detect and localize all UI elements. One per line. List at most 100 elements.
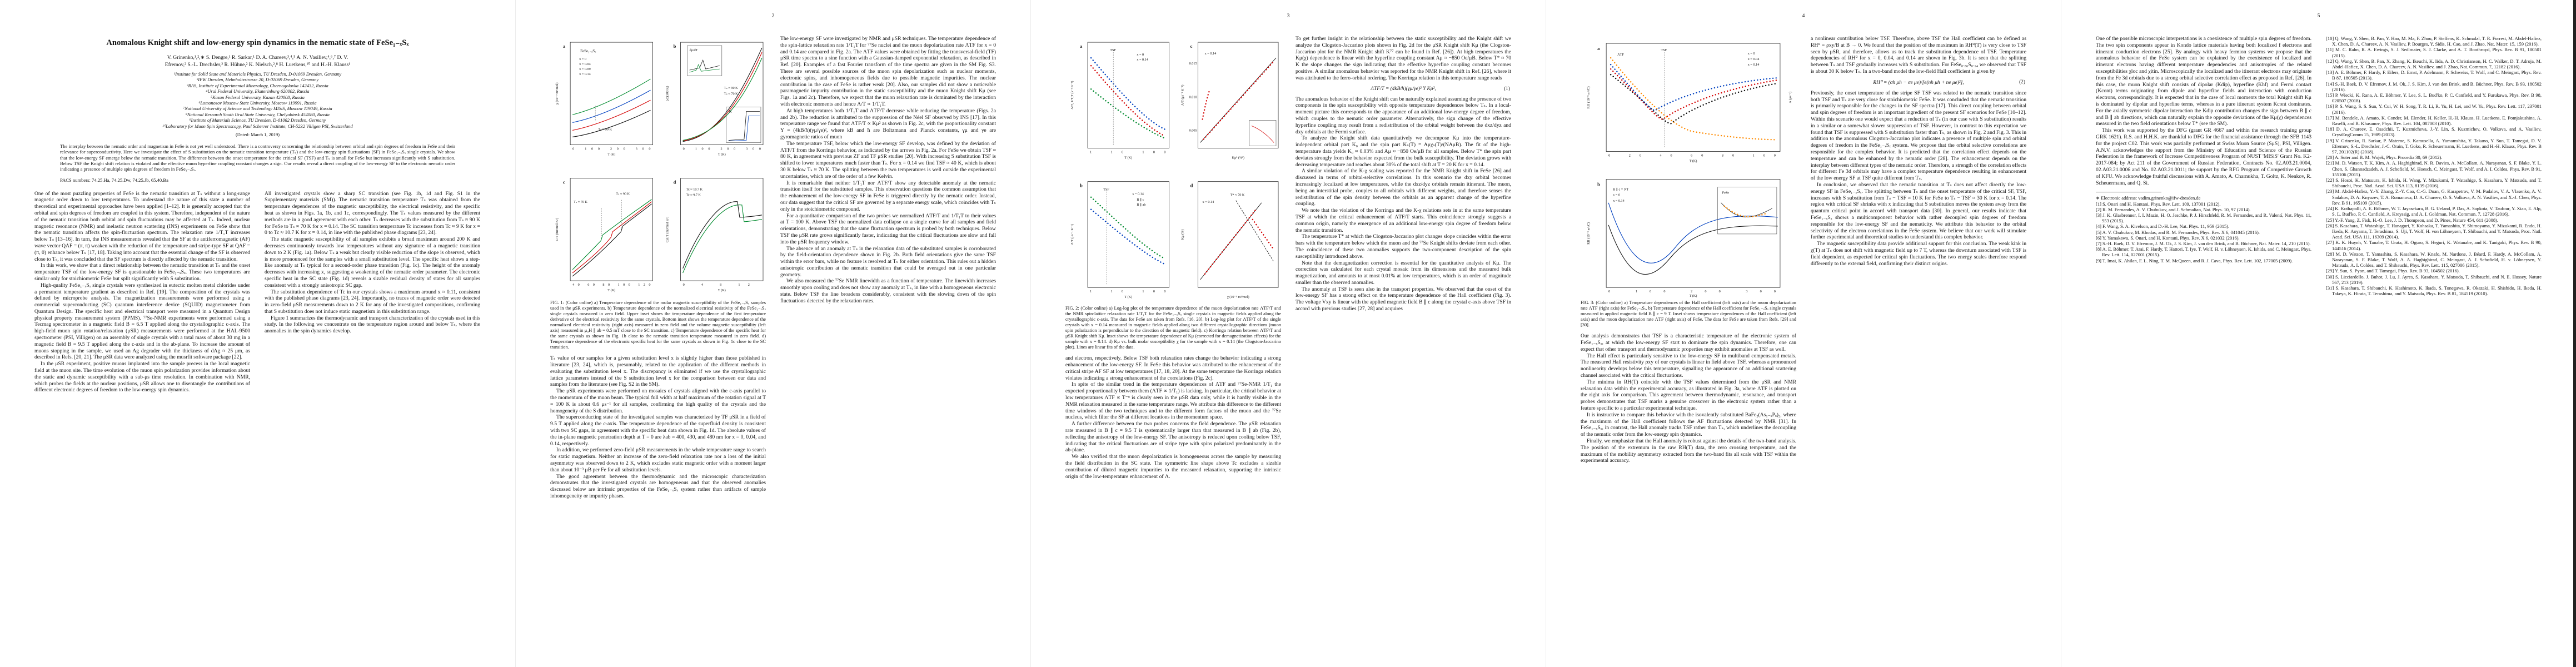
reference-item: [20] A. Suter and B. M. Wojek, Phys. Pro… <box>2326 155 2443 161</box>
reference-item: [18] D. A. Chareev, E. Osadchii, T. Kuzm… <box>2326 126 2542 138</box>
paragraph: The substitution dependence of Tc in our… <box>265 288 480 315</box>
affiliation: ⁷National University of Science and Tech… <box>183 106 332 112</box>
reference-item: [16] P. S. Wang, S. S. Sun, Y. Cui, W. H… <box>2326 103 2542 115</box>
viewer-edge <box>2573 0 2576 667</box>
inset-label: Tc <box>729 109 732 113</box>
legend-entry: x = 0.04 <box>579 62 591 66</box>
tick-labels: 0 100 200 300 <box>572 147 650 151</box>
equation-body: RH⁰ = (σh μh − σe μe)/[e(nh μh + ne μe)²… <box>1873 79 1964 86</box>
reference-item: [3] J. K. Glasbrenner, I. I. Mazin, H. O… <box>2096 212 2311 224</box>
axis-label: Λ/T (μs⁻¹ K⁻¹) <box>1181 84 1185 106</box>
axis-label: Cel/T (mJ/mol K²) <box>666 217 670 242</box>
axis-label: T (K) <box>1690 160 1697 163</box>
paragraph: In spite of the similar trend in the tem… <box>1065 381 1281 421</box>
data-curve <box>572 109 651 138</box>
reference-item: [21] M. D. Watson, T. K. Kim, A. A. Hagh… <box>2326 160 2542 177</box>
annotation: Tₛ ≈ 70 K <box>724 92 738 96</box>
annotation: Tₛ ≈ 90 K <box>724 86 738 90</box>
data-curve <box>1608 225 1778 275</box>
paragraph: The superconducting state of the investi… <box>550 414 766 447</box>
paragraph: For a quantitative comparison of the two… <box>780 212 996 245</box>
figure-3-plot: a TSF ΛTF x = 0 x = 0.04 x = 0.14 <box>1587 43 1792 297</box>
plot-frame <box>570 178 653 281</box>
axis-label: ρ/ρ(300 K) <box>666 86 670 101</box>
data-curve <box>682 57 763 141</box>
affiliation: ²IFW Dresden, Helmholtzstrasse 20, D-010… <box>196 77 319 83</box>
reference-list-right: [10] Q. Wang, Y. Shen, B. Pan, Y. Hao, M… <box>2326 36 2542 296</box>
paragraph: Note that the demagnetization correction… <box>1296 260 1511 286</box>
reference-item: [24] K. Kothapalli, A. E. Böhmer, W. T. … <box>2326 206 2542 217</box>
plot-frame <box>1606 43 1781 152</box>
legend-entry: x = 0.14 <box>1613 199 1625 203</box>
affiliation: ⁶Lomonosov Moscow State University, Mosc… <box>198 101 317 106</box>
reference-item: [8] A. E. Böhmer, T. Arai, F. Hardy, T. … <box>2096 246 2311 258</box>
page-number: 4 <box>1802 13 1805 19</box>
fig1-panel-a: a FeSe₁₋ₓSₓ x = 0 x = 0.04 x = 0.09 x = … <box>555 42 653 157</box>
data-points <box>1610 57 1778 141</box>
fig1-panel-c: c Tₛ ≈ 90 K Tₛ ≈ 70 K 40 60 80 100 120 T… <box>555 178 653 292</box>
fit-line <box>1235 200 1274 262</box>
reference-item: [12] Q. Wang, Y. Shen, B. Pan, X. Zhang,… <box>2326 58 2542 70</box>
annotation: Tₛ ≈ 90 K <box>616 192 630 196</box>
axis-label: RH (10⁻⁹ m³/C) <box>1587 222 1591 245</box>
page-2: 2 a FeSe₁₋ₓSₓ x = 0 x = 0.04 x = <box>515 0 1030 667</box>
axis-label: χ (10⁻⁹ m³/mol) <box>555 82 559 104</box>
annotation: Tc ≈ 9.7 K <box>686 193 701 197</box>
page-number: 2 <box>771 13 775 19</box>
reference-item: [23] M. Abdel-Hafiez, Y.-Y. Zhang, Z.-Y.… <box>2326 188 2542 206</box>
fit-line <box>1200 57 1277 143</box>
paragraph: The anomaly at TSF is seen also in the t… <box>1296 286 1511 312</box>
fig1-panel-b: b dρ/dT Tₛ ≈ 90 K Tₛ ≈ 70 K <box>666 42 764 157</box>
data-points <box>1203 60 1275 140</box>
paragraph: The anomalous behavior of the Knight shi… <box>1296 96 1511 135</box>
legend-entry: x = 0.04 <box>1748 57 1760 61</box>
annotation: TSF <box>1110 48 1116 52</box>
data-curve <box>572 78 651 115</box>
tick-labels: 0.005 <box>1189 128 1197 132</box>
reference-item: [29] Y. Sun, S. Pyon, and T. Tamegai, Ph… <box>2326 268 2460 274</box>
page4-left-column: a TSF ΛTF x = 0 x = 0.04 x = 0.14 <box>1581 36 1796 640</box>
paragraph: The Hall effect is particularly sensitiv… <box>1581 352 1796 379</box>
panel-letter: d <box>1190 183 1193 188</box>
annotation: x = 0.14 <box>1205 52 1217 56</box>
axis-label: T (K) <box>1124 295 1132 299</box>
data-points <box>1610 73 1778 125</box>
paragraph: At high temperatures both 1/T₁T and ΛTF/… <box>780 107 996 140</box>
legend-entry: B ∥ ab <box>1137 203 1145 207</box>
reference-item: [22] S. Hosoi, K. Matsuura, K. Ishida, H… <box>2326 177 2542 189</box>
page1-right-column: All investigated crystals show a sharp S… <box>265 191 480 640</box>
tick-labels: 0.015 <box>1189 62 1197 66</box>
paragraph: This work was supported by the DFG (gran… <box>2096 127 2311 186</box>
figure-2-caption: FIG. 2: (Color online) a) Log-log plot o… <box>1065 306 1281 350</box>
sample-label: FeSe₁₋ₓSₓ <box>580 49 596 53</box>
affiliation: ³RAS, Institute of Experimental Mineralo… <box>187 83 328 88</box>
paragraph: One of the most puzzling properties of F… <box>34 190 250 262</box>
data-curve <box>682 47 763 142</box>
data-curve <box>572 203 652 277</box>
annotation: Tₛ ≈ 70 K <box>574 200 587 204</box>
fig3-panel-a: a TSF ΛTF x = 0 x = 0.04 x = 0.14 <box>1587 43 1792 163</box>
axis-label: Λ/T (μs⁻¹ K⁻¹) <box>1070 224 1074 245</box>
legend-entry: x = 0 <box>579 57 586 61</box>
reference-item: [13] A. E. Böhmer, F. Hardy, F. Eilers, … <box>2326 69 2542 81</box>
page-1: Anomalous Knight shift and low-energy sp… <box>0 0 515 667</box>
reference-item: [1] S. Onari and H. Kontani, Phys. Rev. … <box>2096 201 2221 207</box>
plot-frame <box>1198 42 1279 148</box>
axis-label: Kμ² (%²) <box>1232 156 1244 160</box>
reference-item: [10] Q. Wang, Y. Shen, B. Pan, Y. Hao, M… <box>2326 36 2542 47</box>
plot-frame <box>1198 181 1279 288</box>
panel-letter: a <box>1597 46 1600 51</box>
axis-label: Λ (μs⁻¹) <box>1788 92 1792 103</box>
plot-frame <box>1606 179 1781 288</box>
page-4: 4 a <box>1546 0 2061 667</box>
data-curve <box>682 205 763 273</box>
paragraph: In addition, we performed zero-field μSR… <box>550 447 766 473</box>
paragraph: We also verified that the muon depolariz… <box>1065 454 1281 480</box>
figure-1-caption: FIG. 1: (Color online) a) Temperature de… <box>550 300 766 350</box>
fig2-panel-c: c 0.015 0.010 0.005 x = 0.14 Kμ² (% <box>1181 42 1279 160</box>
reference-item: [15] P. Wiecki, K. Rana, A. E. Böhmer, Y… <box>2326 92 2542 104</box>
data-points <box>1610 63 1778 111</box>
axis-label: C/T (mJ/mol K²) <box>555 218 559 241</box>
equation-2: RH⁰ = (σh μh − σe μe)/[e(nh μh + ne μe)²… <box>1811 79 2026 86</box>
